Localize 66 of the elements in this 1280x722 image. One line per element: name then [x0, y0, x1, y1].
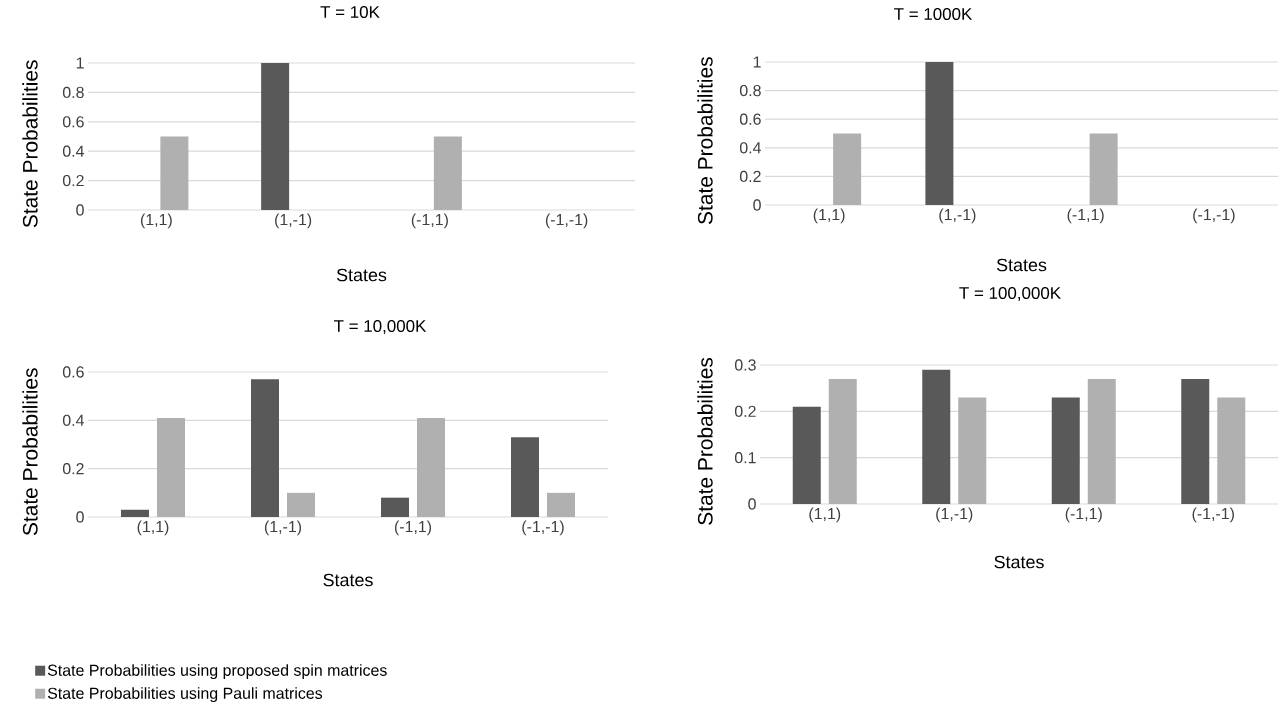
y-tick-label: 0	[753, 199, 761, 211]
y-tick-label: 0.6	[62, 116, 84, 128]
legend-label: State Probabilities using proposed spin matrices	[47, 664, 387, 680]
bar	[1087, 378, 1116, 504]
y-tick-label: 1	[753, 56, 761, 68]
y-tick-label: 0.8	[62, 86, 84, 99]
legend-label: State Probabilities using Pauli matrices	[47, 687, 323, 703]
bar	[157, 417, 185, 517]
x-tick-label: (1,1)	[809, 507, 841, 523]
x-tick-label: (1,-1)	[936, 507, 973, 523]
y-tick-label: 0.1	[734, 452, 756, 464]
y-tick-label: 0	[748, 498, 756, 510]
bar	[121, 509, 149, 517]
bar	[1217, 397, 1246, 504]
y-tick-label: 0.4	[62, 145, 85, 157]
bar	[1181, 378, 1210, 504]
bar	[511, 437, 539, 517]
y-tick-label: 0.2	[739, 170, 761, 183]
y-tick-label: 0.2	[62, 463, 84, 475]
x-tick-label: (1,1)	[140, 213, 172, 229]
bar	[792, 406, 821, 504]
x-tick-label: (-1,1)	[411, 213, 448, 229]
x-tick-label: (1,-1)	[275, 213, 312, 229]
y-tick-label: 0.2	[734, 405, 756, 417]
x-tick-label: (1,1)	[137, 520, 169, 536]
chart-title: T = 10,000K	[334, 320, 427, 335]
bar	[251, 379, 279, 517]
bar	[922, 369, 951, 504]
bar	[547, 492, 575, 517]
y-tick-label: 0	[76, 511, 84, 523]
x-tick-label: (-1,-1)	[545, 213, 588, 229]
chart-title: T = 1000K	[894, 8, 973, 21]
bar	[828, 378, 857, 504]
y-axis-title: State Probabilities	[697, 57, 713, 225]
y-tick-label: 0.4	[739, 142, 762, 154]
chart-title: T = 100,000K	[959, 287, 1061, 302]
x-tick-label: (-1,1)	[394, 520, 432, 536]
x-tick-label: (1,1)	[813, 208, 845, 224]
x-tick-label: (-1,1)	[1067, 208, 1104, 224]
x-tick-label: (-1,1)	[1065, 507, 1102, 523]
x-axis-title: States	[994, 555, 1044, 569]
bar	[417, 417, 445, 517]
y-tick-label: 1	[76, 57, 84, 69]
y-tick-label: 0.6	[62, 366, 84, 378]
x-tick-label: (1,-1)	[264, 520, 302, 536]
bar	[381, 497, 409, 517]
bar	[958, 397, 987, 504]
y-tick-label: 0.3	[734, 359, 756, 371]
y-axis-title: State Probabilities	[22, 368, 38, 536]
y-tick-label: 0.8	[739, 84, 761, 97]
x-axis-title: States	[996, 258, 1047, 272]
y-tick-label: 0.2	[62, 174, 84, 187]
y-axis-title: State Probabilities	[22, 60, 38, 228]
bar	[287, 492, 315, 517]
x-tick-label: (-1,-1)	[1192, 507, 1234, 523]
y-tick-label: 0	[76, 204, 84, 216]
x-axis-title: States	[336, 268, 387, 282]
x-axis-title: States	[323, 573, 373, 587]
x-tick-label: (-1,-1)	[522, 520, 564, 536]
x-tick-label: (1,-1)	[939, 208, 976, 224]
y-tick-label: 0.4	[62, 414, 85, 426]
y-axis-title: State Probabilities	[697, 357, 713, 525]
bar	[1051, 397, 1080, 504]
chart-title: T = 10K	[320, 6, 380, 19]
y-tick-label: 0.6	[739, 113, 761, 125]
x-tick-label: (-1,-1)	[1193, 208, 1235, 224]
